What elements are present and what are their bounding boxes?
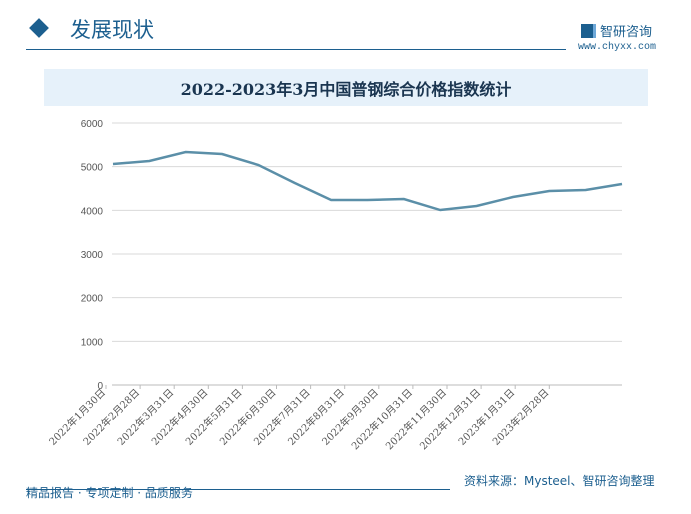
- source-note: 资料来源：Mysteel、智研咨询整理: [464, 474, 655, 488]
- x-tick-label: 2023年2月28日: [490, 386, 552, 448]
- logo-icon: [581, 23, 596, 38]
- y-tick-label: 3000: [81, 250, 104, 261]
- footer-slogan: 精品报告 · 专项定制 · 品质服务: [26, 486, 193, 500]
- x-tick-label: 2023年1月31日: [455, 386, 517, 448]
- y-tick-label: 5000: [81, 163, 104, 174]
- x-tick-label: 2022年2月28日: [80, 386, 142, 448]
- y-tick-label: 4000: [81, 206, 104, 217]
- brand-logo: 智研咨询: [581, 21, 652, 40]
- x-tick-label: 2022年12月31日: [417, 386, 483, 452]
- header-divider: [26, 49, 566, 50]
- section-title: 发展现状: [70, 18, 154, 42]
- x-tick-label: 2022年6月30日: [217, 386, 279, 448]
- x-tick-label: 2022年7月31日: [251, 386, 313, 448]
- x-tick-label: 2022年10月31日: [349, 386, 415, 452]
- footer-divider: [26, 489, 450, 490]
- y-tick-label: 6000: [81, 119, 104, 130]
- chart-title: 2022-2023年3月中国普钢综合价格指数统计: [44, 69, 648, 106]
- x-tick-label: 2022年4月30日: [149, 386, 211, 448]
- x-tick-label: 2022年3月31日: [114, 386, 176, 448]
- y-tick-label: 2000: [81, 294, 104, 305]
- logo-text: 智研咨询: [600, 25, 653, 40]
- x-tick-label: 2022年9月30日: [319, 386, 381, 448]
- series-line: [112, 150, 623, 212]
- site-url: www.chyxx.com: [578, 42, 657, 53]
- y-tick-label: 0: [97, 381, 103, 392]
- x-tick-label: 2022年1月30日: [46, 386, 108, 448]
- x-tick-label: 2022年8月31日: [285, 386, 347, 448]
- x-tick-label: 2022年11月30日: [383, 386, 449, 452]
- x-tick-label: 2022年5月31日: [183, 386, 245, 448]
- y-tick-label: 1000: [81, 337, 104, 348]
